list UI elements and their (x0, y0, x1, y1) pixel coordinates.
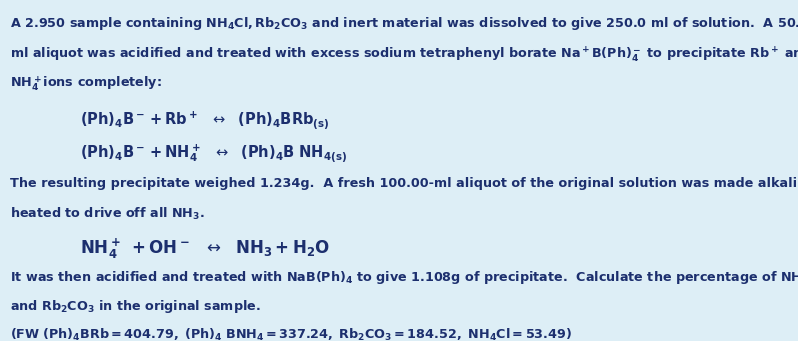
Text: and $\mathbf{Rb_2CO_3}$ in the original sample.: and $\mathbf{Rb_2CO_3}$ in the original … (10, 298, 261, 315)
Text: ml aliquot was acidified and treated with excess sodium tetraphenyl borate $\mat: ml aliquot was acidified and treated wit… (10, 45, 798, 64)
Text: It was then acidified and treated with $\mathbf{NaB(Ph)_4}$ to give 1.108g of pr: It was then acidified and treated with $… (10, 269, 798, 286)
Text: $\mathbf{(Ph)_4B^- + Rb^+}$  $\leftrightarrow$  $\mathbf{(Ph)_4BRb_{(s)}}$: $\mathbf{(Ph)_4B^- + Rb^+}$ $\leftrighta… (80, 110, 330, 132)
Text: A 2.950 sample containing $\mathbf{NH_4Cl, Rb_2CO_3}$ and inert material was dis: A 2.950 sample containing $\mathbf{NH_4C… (10, 15, 798, 32)
Text: $\mathbf{(Ph)_4 B^- + NH_4^+}$  $\leftrightarrow$  $\mathbf{(Ph)_4B\ NH_{4(s)}}$: $\mathbf{(Ph)_4 B^- + NH_4^+}$ $\leftrig… (80, 143, 347, 165)
Text: $\mathbf{(FW\ (Ph)_4BRb = 404.79,\ (Ph)_4\ BNH_4 = 337.24,\ Rb_2CO_3 = 184.52,\ : $\mathbf{(FW\ (Ph)_4BRb = 404.79,\ (Ph)_… (10, 327, 572, 341)
Text: $\mathbf{NH_4^+}$ions completely:: $\mathbf{NH_4^+}$ions completely: (10, 74, 162, 93)
Text: heated to drive off all $\mathbf{NH_3}$.: heated to drive off all $\mathbf{NH_3}$. (10, 206, 205, 222)
Text: $\mathbf{NH_4^+\ +OH^-}$  $\leftrightarrow$  $\mathbf{NH_3+H_2O}$: $\mathbf{NH_4^+\ +OH^-}$ $\leftrightarro… (80, 237, 330, 261)
Text: The resulting precipitate weighed 1.234g.  A fresh 100.00-ml aliquot of the orig: The resulting precipitate weighed 1.234g… (10, 177, 798, 190)
